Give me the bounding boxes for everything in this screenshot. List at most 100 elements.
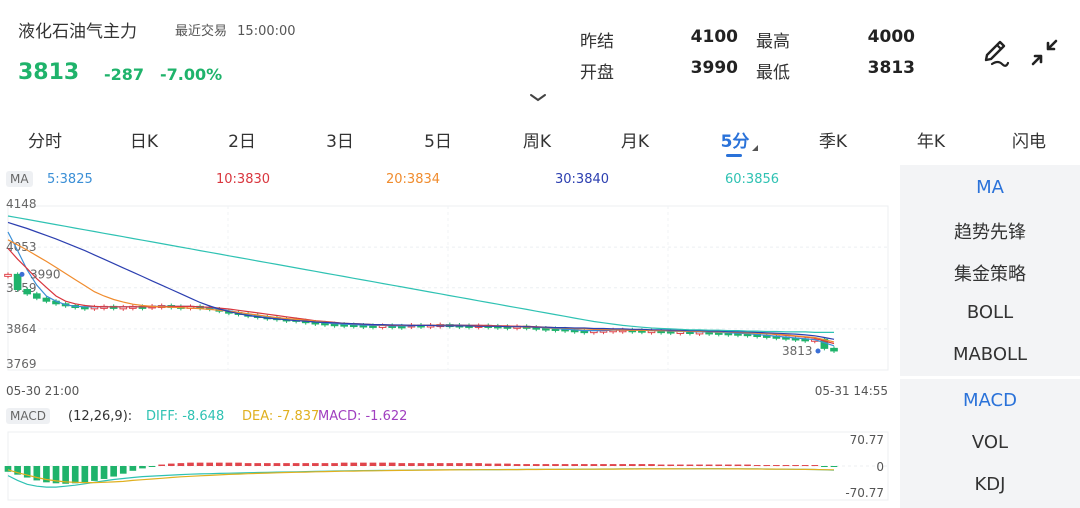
macd-bar <box>408 463 415 466</box>
macd-bar <box>273 463 281 466</box>
panel-divider <box>900 376 1080 379</box>
candle <box>13 273 22 291</box>
tab-2[interactable]: 2日 <box>228 132 256 152</box>
macd-bar <box>734 464 742 466</box>
sub-indicator-2[interactable]: KDJ <box>974 474 1006 495</box>
macd-bar <box>580 464 588 466</box>
main-indicator-2[interactable]: 集金策略 <box>954 264 1026 285</box>
macd-bar <box>177 463 185 466</box>
macd-bar <box>379 462 386 466</box>
ma5-label: 5:3825 <box>47 172 93 187</box>
macd-y-top: 70.77 <box>850 433 884 447</box>
price-change-percent: -7.00% <box>160 65 223 84</box>
macd-bar <box>705 464 713 466</box>
open-value: 3990 <box>690 58 738 78</box>
macd-bar <box>312 463 319 466</box>
macd-bar <box>100 466 108 479</box>
macd-bar <box>321 463 329 466</box>
tab-3[interactable]: 3日 <box>326 132 354 152</box>
main-indicator-3[interactable]: BOLL <box>966 302 1014 323</box>
macd-bar <box>139 466 146 469</box>
tab-1[interactable]: 日K <box>129 132 159 152</box>
macd-bar <box>628 464 636 466</box>
main-indicator-0[interactable]: MA <box>976 177 1004 198</box>
macd-bar <box>215 462 223 466</box>
macd-bar <box>436 463 444 466</box>
tab-0[interactable]: 分时 <box>28 132 62 152</box>
macd-bar <box>465 463 473 466</box>
macd-bar <box>302 463 310 466</box>
macd-chart[interactable]: 70.77 0 -70.77 <box>0 428 890 508</box>
macd-bar <box>801 465 809 467</box>
macd-bar <box>763 465 771 467</box>
macd-bar <box>773 465 780 467</box>
tab-10[interactable]: 闪电 <box>1012 132 1046 152</box>
main-indicator-4[interactable]: MABOLL <box>952 344 1028 365</box>
macd-params: (12,26,9): <box>68 409 133 424</box>
ma-line-30 <box>7 221 835 340</box>
macd-bar <box>427 463 434 466</box>
macd-bar <box>456 463 463 466</box>
macd-indicator-tag[interactable]: MACD <box>6 408 50 424</box>
low-value: 3813 <box>867 58 915 78</box>
macd-bar <box>792 465 799 467</box>
candlestick-chart[interactable]: 414840533959386437693990381305-30 21:000… <box>0 190 890 400</box>
macd-bar <box>71 466 79 484</box>
macd-bar <box>446 463 454 466</box>
macd-bar <box>648 464 655 466</box>
macd-bar <box>725 464 732 466</box>
macd-bar <box>81 466 89 483</box>
ma20-label: 20:3834 <box>386 172 441 187</box>
tab-8[interactable]: 季K <box>818 132 848 152</box>
high-label: 最高 <box>756 32 790 52</box>
pen-edit-icon[interactable] <box>978 36 1012 70</box>
active-tab-indicator <box>726 154 742 157</box>
macd-bar <box>782 465 790 467</box>
last-trade-label: 最近交易 <box>175 24 228 39</box>
last-trade-time: 15:00:00 <box>237 24 296 39</box>
prev-settle-label: 昨结 <box>580 32 614 52</box>
y-tick-label: 3864 <box>6 322 37 336</box>
macd-bar <box>14 466 21 475</box>
last-marker <box>815 348 821 354</box>
chevron-down-icon[interactable] <box>529 88 547 102</box>
macd-bar <box>667 464 675 466</box>
macd-bar <box>830 466 838 467</box>
candle <box>23 289 32 295</box>
prev-settle-value: 4100 <box>690 27 738 47</box>
macd-bar <box>264 463 271 466</box>
macd-bar <box>167 463 175 466</box>
tab-6[interactable]: 月K <box>620 132 650 152</box>
macd-bar <box>417 463 425 466</box>
tab-9[interactable]: 年K <box>916 132 946 152</box>
y-tick-label: 4148 <box>6 197 37 211</box>
tab-dropdown-corner-icon[interactable] <box>752 145 758 151</box>
macd-bar <box>244 463 252 466</box>
main-indicator-1[interactable]: 趋势先锋 <box>954 222 1026 243</box>
macd-bar <box>62 466 69 484</box>
sub-indicator-1[interactable]: VOL <box>971 432 1009 453</box>
macd-bar <box>369 462 377 466</box>
ma-indicator-tag[interactable]: MA <box>6 171 33 187</box>
tab-5[interactable]: 周K <box>522 132 552 152</box>
x-end-label: 05-31 14:55 <box>815 384 888 398</box>
sub-indicator-0[interactable]: MACD <box>963 390 1017 411</box>
macd-bar <box>187 462 194 466</box>
y-tick-label: 3769 <box>6 357 37 371</box>
price-change: -287 <box>104 65 145 84</box>
macd-diff-label: DIFF: -8.648 <box>146 409 225 424</box>
macd-y-zero: 0 <box>876 460 884 474</box>
macd-bar <box>657 464 665 466</box>
macd-bar <box>119 466 127 474</box>
macd-bar <box>571 464 578 466</box>
tab-7[interactable]: 5分 <box>720 132 750 152</box>
macd-bar <box>23 466 31 478</box>
macd-bar <box>91 466 98 481</box>
macd-bar <box>542 464 550 466</box>
macd-bar <box>590 464 598 466</box>
tab-4[interactable]: 5日 <box>424 132 452 152</box>
macd-bar <box>686 464 694 466</box>
macd-bar <box>148 466 156 467</box>
collapse-arrows-icon[interactable] <box>1028 36 1062 70</box>
macd-bar <box>744 464 751 466</box>
